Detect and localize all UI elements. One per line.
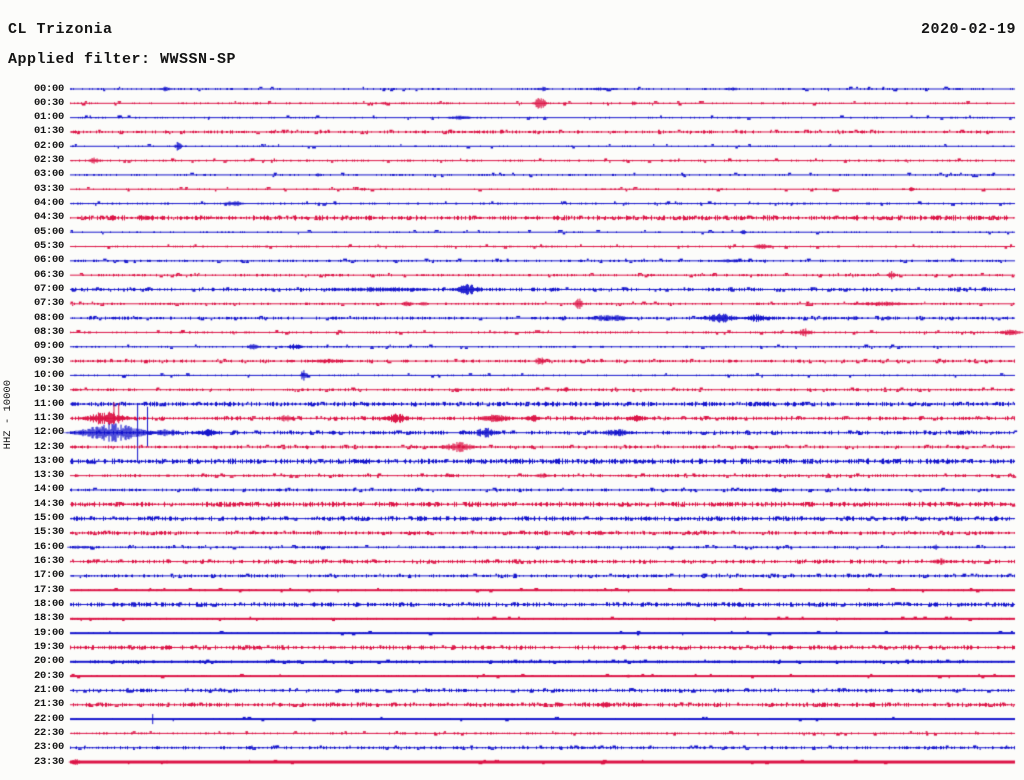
- time-label: 03:00: [33, 168, 64, 181]
- time-label: 00:00: [33, 82, 64, 95]
- time-label: 07:30: [33, 297, 64, 310]
- time-label: 11:30: [33, 411, 64, 424]
- time-label: 02:00: [33, 139, 64, 152]
- time-label: 01:00: [33, 111, 64, 124]
- time-label: 14:00: [33, 483, 64, 496]
- time-label: 10:30: [33, 383, 64, 396]
- time-label: 23:00: [33, 741, 64, 754]
- time-label: 19:30: [33, 640, 64, 653]
- time-label: 10:00: [33, 368, 64, 381]
- time-label: 17:30: [33, 583, 64, 596]
- time-label: 13:00: [33, 454, 64, 467]
- time-label: 01:30: [33, 125, 64, 138]
- time-label: 20:00: [33, 655, 64, 668]
- time-label: 16:30: [33, 555, 64, 568]
- time-label: 07:00: [33, 282, 64, 295]
- time-label: 11:00: [33, 397, 64, 410]
- time-label: 13:30: [33, 469, 64, 482]
- time-label: 16:00: [33, 540, 64, 553]
- time-label: 06:30: [33, 268, 64, 281]
- time-label: 22:30: [33, 726, 64, 739]
- time-label: 02:30: [33, 154, 64, 167]
- time-label: 18:30: [33, 612, 64, 625]
- time-label: 05:00: [33, 225, 64, 238]
- time-label: 21:30: [33, 698, 64, 711]
- time-label: 03:30: [33, 182, 64, 195]
- time-label: 05:30: [33, 240, 64, 253]
- time-label: 00:30: [33, 96, 64, 109]
- time-label: 20:30: [33, 669, 64, 682]
- time-label: 08:00: [33, 311, 64, 324]
- time-label: 18:00: [33, 598, 64, 611]
- time-label: 09:30: [33, 354, 64, 367]
- time-label: 19:00: [33, 626, 64, 639]
- time-label: 17:00: [33, 569, 64, 582]
- time-label: 15:00: [33, 512, 64, 525]
- time-label: 15:30: [33, 526, 64, 539]
- time-label: 09:00: [33, 340, 64, 353]
- time-label: 14:30: [33, 497, 64, 510]
- time-label: 23:30: [33, 755, 64, 768]
- time-label: 04:30: [33, 211, 64, 224]
- time-label: 21:00: [33, 683, 64, 696]
- time-label: 06:00: [33, 254, 64, 267]
- time-label: 04:00: [33, 197, 64, 210]
- time-label: 12:00: [33, 426, 64, 439]
- time-label: 22:00: [33, 712, 64, 725]
- time-label: 08:30: [33, 325, 64, 338]
- time-label: 12:30: [33, 440, 64, 453]
